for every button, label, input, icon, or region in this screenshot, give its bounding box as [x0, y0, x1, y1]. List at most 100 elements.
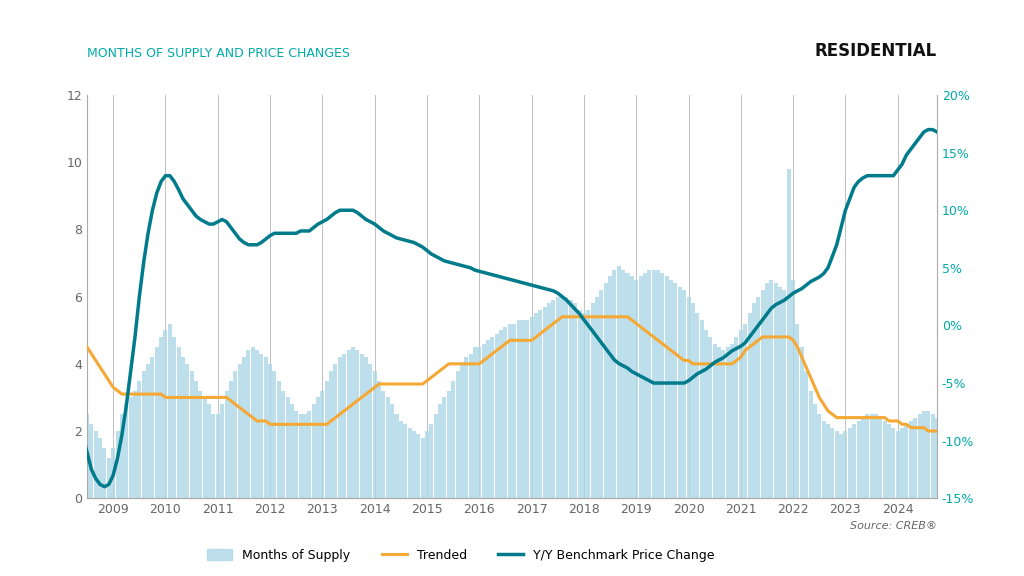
Bar	[316, 397, 321, 498]
Bar	[569, 300, 572, 498]
Bar	[769, 280, 773, 498]
Bar	[417, 434, 420, 498]
Bar	[176, 347, 180, 498]
Bar	[804, 370, 808, 498]
Bar	[891, 427, 895, 498]
Bar	[233, 370, 238, 498]
Bar	[534, 313, 538, 498]
Bar	[490, 337, 495, 498]
Bar	[699, 320, 703, 498]
Bar	[355, 350, 359, 498]
Bar	[931, 414, 935, 498]
Bar	[516, 320, 520, 498]
Bar	[865, 414, 869, 498]
Bar	[207, 404, 211, 498]
Bar	[369, 364, 373, 498]
Bar	[595, 297, 599, 498]
Bar	[508, 324, 512, 498]
Bar	[386, 397, 390, 498]
Bar	[342, 354, 346, 498]
Bar	[460, 364, 464, 498]
Bar	[647, 270, 651, 498]
Bar	[359, 354, 364, 498]
Bar	[695, 313, 699, 498]
Bar	[299, 414, 303, 498]
Bar	[473, 347, 477, 498]
Bar	[116, 431, 120, 498]
Bar	[133, 391, 137, 498]
Bar	[172, 337, 176, 498]
Bar	[630, 276, 634, 498]
Bar	[935, 418, 939, 498]
Bar	[456, 370, 460, 498]
Bar	[873, 414, 878, 498]
Bar	[608, 276, 612, 498]
Bar	[852, 425, 856, 498]
Bar	[112, 448, 115, 498]
Bar	[106, 458, 111, 498]
Bar	[918, 414, 922, 498]
Bar	[525, 320, 529, 498]
Bar	[861, 418, 865, 498]
Bar	[72, 381, 76, 498]
Bar	[869, 414, 873, 498]
Bar	[452, 381, 455, 498]
Bar	[560, 297, 564, 498]
Bar	[848, 427, 852, 498]
Bar	[939, 421, 943, 498]
Bar	[944, 425, 947, 498]
Bar	[839, 434, 843, 498]
Bar	[830, 427, 835, 498]
Bar	[469, 354, 473, 498]
Bar	[334, 364, 338, 498]
Bar	[573, 304, 578, 498]
Bar	[656, 270, 660, 498]
Bar	[102, 448, 106, 498]
Bar	[294, 411, 298, 498]
Bar	[748, 313, 752, 498]
Bar	[403, 425, 408, 498]
Bar	[639, 276, 643, 498]
Bar	[268, 364, 272, 498]
Bar	[220, 404, 224, 498]
Bar	[564, 297, 568, 498]
Bar	[887, 425, 891, 498]
Bar	[216, 414, 220, 498]
Bar	[643, 273, 647, 498]
Bar	[800, 347, 804, 498]
Bar	[85, 414, 89, 498]
Bar	[782, 290, 786, 498]
Bar	[521, 320, 525, 498]
Bar	[551, 300, 555, 498]
Bar	[844, 431, 848, 498]
Bar	[796, 324, 800, 498]
Bar	[464, 357, 468, 498]
Bar	[381, 391, 385, 498]
Bar	[203, 397, 207, 498]
Bar	[124, 404, 128, 498]
Bar	[669, 280, 673, 498]
Bar	[438, 404, 442, 498]
Bar	[761, 290, 765, 498]
Bar	[282, 391, 285, 498]
Bar	[626, 273, 630, 498]
Bar	[120, 414, 124, 498]
Bar	[730, 344, 734, 498]
Bar	[255, 350, 259, 498]
Bar	[481, 344, 485, 498]
Bar	[159, 337, 163, 498]
Bar	[904, 425, 908, 498]
Text: Source: CREB®: Source: CREB®	[850, 521, 937, 531]
Bar	[446, 391, 451, 498]
Bar	[63, 381, 68, 498]
Bar	[778, 287, 782, 498]
Bar	[68, 370, 72, 498]
Bar	[582, 313, 586, 498]
Bar	[98, 438, 102, 498]
Bar	[399, 421, 402, 498]
Bar	[137, 381, 141, 498]
Bar	[181, 357, 185, 498]
Text: MONTHS OF SUPPLY AND PRICE CHANGES: MONTHS OF SUPPLY AND PRICE CHANGES	[87, 47, 350, 60]
Bar	[199, 391, 203, 498]
Bar	[364, 357, 368, 498]
